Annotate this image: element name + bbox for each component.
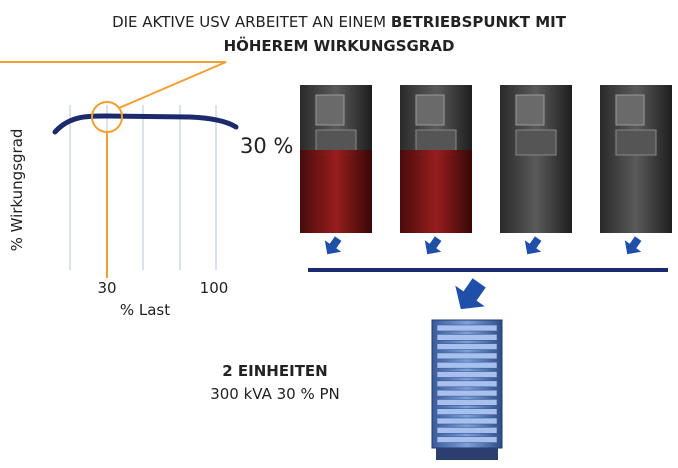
cabinet-door — [516, 95, 544, 125]
cabinet-door — [316, 95, 344, 125]
result-title: 2 EINHEITEN — [222, 362, 327, 380]
active-load — [300, 150, 372, 233]
x-tick-label: 30 — [97, 279, 116, 297]
arrow — [419, 233, 446, 260]
rack-slot — [437, 362, 497, 368]
active-load — [400, 150, 472, 233]
server-rack — [432, 320, 502, 460]
callout-text: 30 % — [240, 134, 293, 158]
x-axis-label: % Last — [120, 301, 170, 319]
rack-slot — [437, 409, 497, 415]
result-detail: 300 kVA 30 % PN — [210, 385, 340, 403]
arrow — [619, 233, 646, 260]
rack-slot — [437, 372, 497, 378]
arrow — [319, 233, 346, 260]
cabinet-panel — [516, 130, 556, 155]
header-line: DIE AKTIVE USV ARBEITET AN EINEM BETRIEB… — [112, 13, 567, 31]
rack-slot — [437, 390, 497, 396]
rack-slot — [437, 353, 497, 359]
x-tick-label: 100 — [200, 279, 229, 297]
rack-slot — [437, 427, 497, 433]
graph — [70, 105, 216, 270]
page: DIE AKTIVE USV ARBEITET AN EINEM BETRIEB… — [0, 0, 678, 468]
cabinet-panel — [616, 130, 656, 155]
rack-base — [436, 448, 498, 460]
header-text: DIE AKTIVE USV ARBEITET AN EINEM — [112, 13, 386, 31]
rack-slot — [437, 437, 497, 443]
callout — [0, 62, 226, 278]
ups-units — [300, 85, 672, 260]
callout-line — [119, 62, 226, 108]
y-axis-label: % Wirkungsgrad — [8, 129, 26, 252]
header-emphasis: BETRIEBSPUNKT MIT — [391, 13, 567, 31]
header-emphasis: HÖHEREM WIRKUNGSGRAD — [224, 36, 455, 55]
cabinet-door — [416, 95, 444, 125]
rack-slot — [437, 418, 497, 424]
infographic: DIE AKTIVE USV ARBEITET AN EINEM BETRIEB… — [0, 0, 678, 468]
arrow — [519, 233, 546, 260]
rack-slot — [437, 344, 497, 350]
cabinet-door — [616, 95, 644, 125]
rack-slot — [437, 325, 497, 331]
efficiency-curve — [55, 116, 236, 132]
rack-slot — [437, 334, 497, 340]
arrow — [446, 273, 494, 320]
rack-slot — [437, 381, 497, 387]
rack-slot — [437, 399, 497, 405]
